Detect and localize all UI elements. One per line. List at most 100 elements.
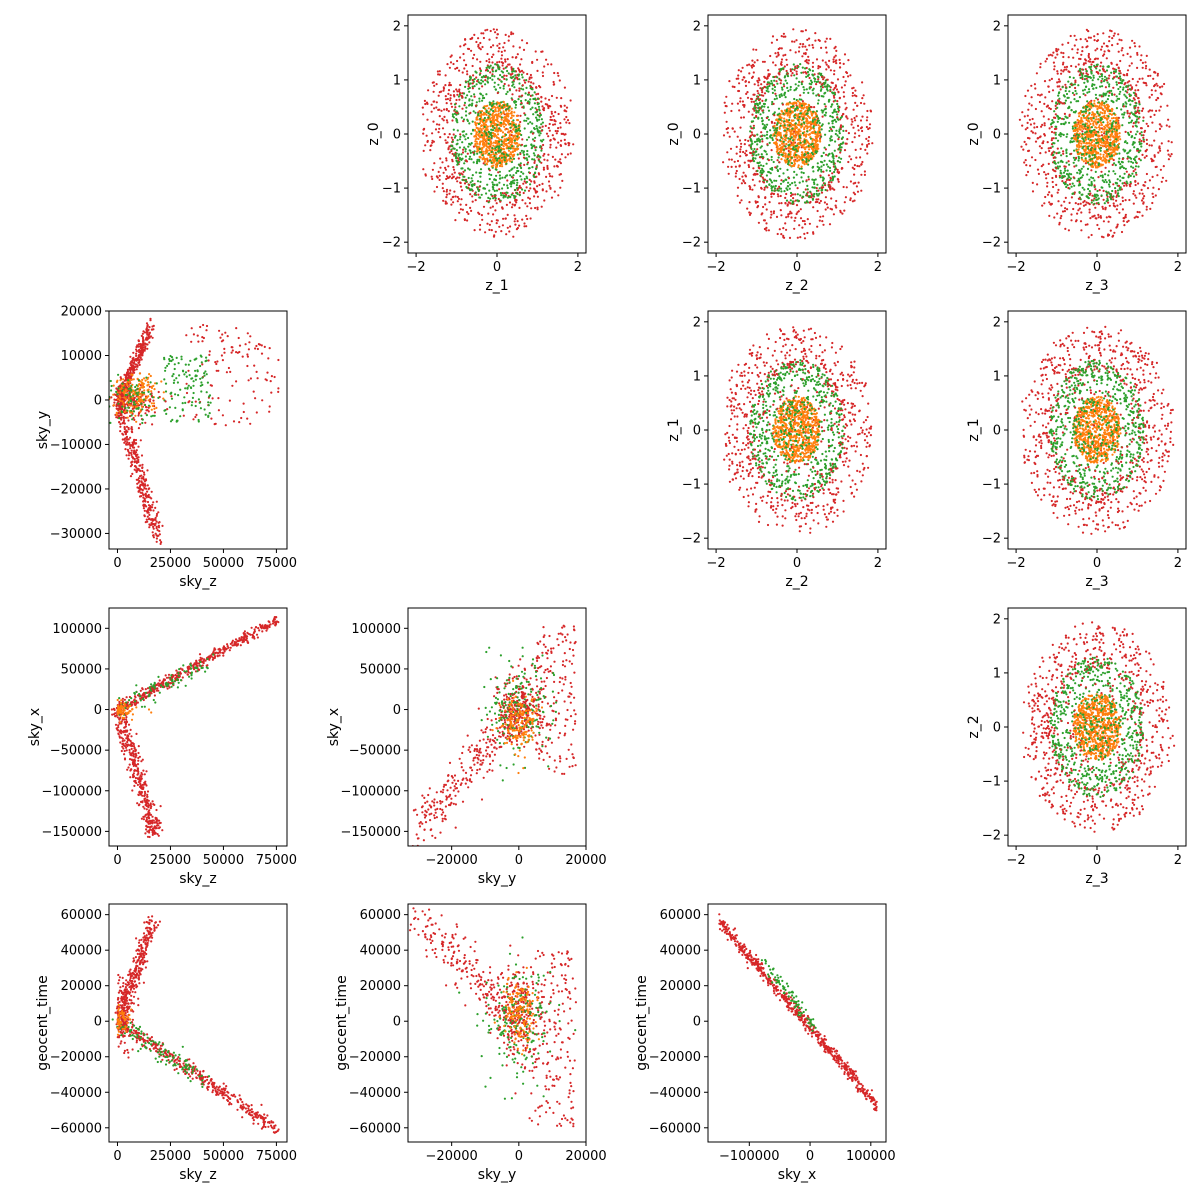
data-point — [465, 106, 468, 109]
data-point — [829, 207, 832, 210]
data-point — [1138, 157, 1141, 160]
data-point — [470, 104, 473, 107]
data-point — [1141, 192, 1144, 195]
data-point — [529, 217, 532, 220]
data-point — [511, 81, 514, 84]
data-point — [859, 119, 863, 122]
data-point — [513, 139, 517, 142]
data-point — [1062, 55, 1065, 59]
data-point — [756, 89, 759, 93]
data-point — [780, 35, 783, 38]
data-point — [1100, 61, 1103, 64]
data-point — [788, 107, 791, 110]
data-point — [525, 119, 528, 122]
data-point — [796, 193, 799, 196]
data-point — [560, 105, 563, 108]
data-point — [803, 232, 806, 235]
data-point — [538, 183, 541, 187]
data-point — [503, 77, 506, 80]
data-point — [1079, 38, 1082, 41]
data-point — [452, 175, 455, 178]
data-point — [480, 113, 483, 116]
data-point — [781, 110, 784, 113]
data-point — [753, 107, 757, 110]
data-point — [1056, 139, 1060, 142]
data-point — [489, 120, 492, 124]
data-point — [473, 85, 476, 88]
data-point — [832, 157, 835, 160]
data-point — [481, 140, 484, 143]
data-point — [1116, 223, 1119, 226]
data-point — [1126, 88, 1130, 91]
data-point — [786, 155, 789, 158]
data-point — [488, 38, 491, 41]
data-point — [531, 94, 534, 97]
data-point — [1134, 183, 1137, 187]
data-point — [763, 126, 766, 129]
data-point — [546, 63, 550, 66]
data-point — [757, 95, 760, 98]
data-point — [473, 128, 477, 132]
data-point — [529, 187, 532, 190]
data-point — [1040, 147, 1043, 150]
data-point — [476, 158, 479, 161]
data-point — [738, 201, 742, 204]
data-point — [802, 52, 806, 55]
data-point — [747, 159, 750, 162]
data-point — [499, 191, 502, 195]
data-point — [834, 165, 837, 168]
data-point — [1033, 126, 1036, 129]
data-point — [1135, 215, 1138, 218]
data-point — [756, 169, 759, 172]
data-point — [1137, 121, 1140, 124]
data-point — [1119, 59, 1122, 63]
data-point — [545, 190, 548, 193]
data-point — [502, 67, 505, 70]
data-point — [540, 118, 544, 121]
data-point — [497, 197, 500, 201]
data-point — [493, 122, 496, 125]
data-point — [505, 142, 508, 146]
data-point — [780, 136, 783, 139]
data-point — [816, 183, 819, 186]
data-point — [752, 167, 755, 170]
data-point — [1087, 187, 1090, 191]
data-point — [818, 127, 821, 130]
data-point — [554, 111, 557, 114]
data-point — [811, 65, 815, 68]
data-point — [1101, 205, 1104, 208]
data-point — [1115, 81, 1118, 84]
data-point — [1134, 45, 1137, 48]
data-point — [444, 200, 447, 203]
data-point — [518, 206, 521, 209]
data-point — [785, 192, 788, 196]
data-point — [789, 102, 792, 105]
data-point — [800, 109, 803, 112]
data-point — [530, 207, 533, 210]
data-point — [794, 83, 797, 86]
data-point — [531, 166, 534, 169]
data-point — [786, 204, 789, 207]
data-point — [768, 178, 772, 181]
data-point — [566, 119, 570, 122]
data-point — [1081, 50, 1084, 53]
data-point — [752, 71, 755, 74]
data-point — [519, 164, 522, 167]
data-point — [464, 110, 468, 113]
data-point — [485, 139, 488, 142]
data-point — [523, 112, 526, 115]
data-point — [793, 227, 796, 230]
data-point — [777, 51, 780, 54]
data-point — [514, 126, 517, 129]
data-point — [802, 117, 805, 120]
data-point — [1045, 57, 1048, 61]
data-point — [525, 186, 528, 189]
data-point — [534, 206, 537, 210]
data-point — [501, 76, 504, 79]
data-point — [506, 186, 509, 190]
data-point — [1111, 37, 1114, 40]
data-point — [854, 148, 857, 151]
data-point — [812, 155, 815, 158]
data-point — [445, 159, 448, 162]
